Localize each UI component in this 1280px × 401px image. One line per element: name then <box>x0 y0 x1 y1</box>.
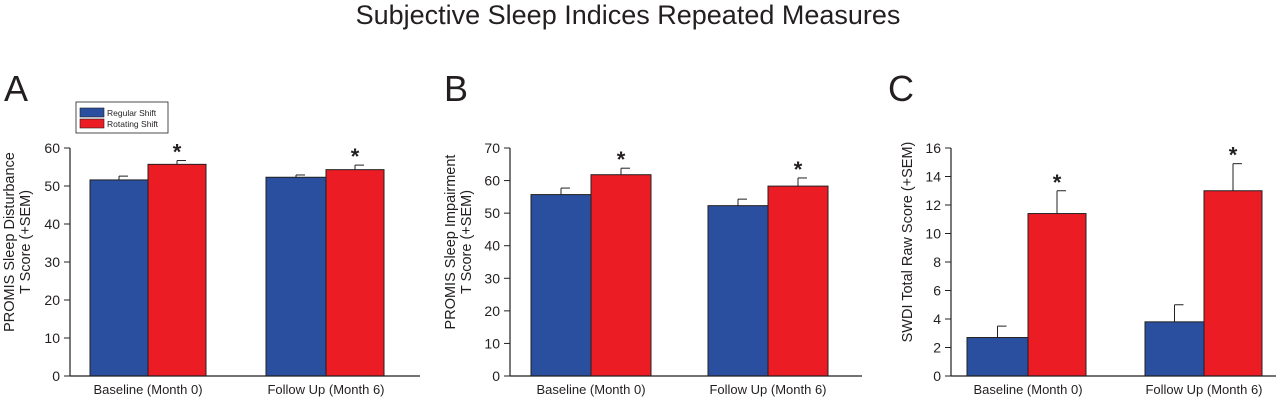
bar-regular-0 <box>530 194 592 377</box>
significance-marker-0: * <box>617 147 626 172</box>
bar-rotating-0 <box>1027 213 1087 377</box>
legend-swatch-regular <box>79 107 105 118</box>
y-axis-label-line-0: PROMIS Sleep Disturbance <box>2 152 18 332</box>
bar-regular-0 <box>89 179 149 377</box>
significance-marker-1: * <box>1229 143 1238 168</box>
y-tick-label-3: 30 <box>44 254 60 270</box>
legend-label-rotating: Rotating Shift <box>107 119 159 129</box>
bar-regular-1 <box>265 176 327 377</box>
y-tick-label-0: 0 <box>492 368 500 384</box>
y-tick-label-0: 0 <box>52 368 60 384</box>
y-tick-label-5: 50 <box>484 205 500 221</box>
y-axis-label-line-1: T Score (+SEM) <box>459 190 475 294</box>
x-tick-label-1: Follow Up (Month 6) <box>267 382 384 397</box>
x-tick-label-1: Follow Up (Month 6) <box>1145 382 1262 397</box>
y-axis-label-line-0: PROMIS Sleep Impairment <box>443 155 459 330</box>
y-tick-label-2: 4 <box>933 311 941 327</box>
y-tick-label-6: 60 <box>44 140 60 156</box>
y-tick-label-2: 20 <box>484 303 500 319</box>
y-tick-label-4: 40 <box>484 238 500 254</box>
bar-rotating-1 <box>325 169 385 377</box>
bar-rotating-0 <box>590 174 652 377</box>
panel-label-c: C <box>888 68 914 109</box>
y-tick-label-6: 60 <box>484 173 500 189</box>
x-tick-label-0: Baseline (Month 0) <box>93 382 202 397</box>
y-tick-label-0: 0 <box>933 368 941 384</box>
bar-rotating-1 <box>1203 190 1263 377</box>
figure-title: Subjective Sleep Indices Repeated Measur… <box>356 0 901 30</box>
significance-marker-0: * <box>173 140 182 165</box>
y-tick-label-5: 10 <box>925 226 941 242</box>
y-tick-label-3: 6 <box>933 283 941 299</box>
y-tick-label-1: 10 <box>44 330 60 346</box>
significance-marker-1: * <box>351 144 360 169</box>
panel-b: B * Baseline (Month 0) * Follow Up (Month 6… <box>443 68 862 397</box>
y-axis-label-line-0: SWDI Total Raw Score (+SEM) <box>900 142 916 343</box>
bar-rotating-0 <box>147 163 207 377</box>
y-tick-label-5: 50 <box>44 178 60 194</box>
significance-marker-1: * <box>794 157 803 182</box>
y-tick-label-4: 8 <box>933 254 941 270</box>
y-tick-label-1: 2 <box>933 340 941 356</box>
y-axis-label-line-1: T Score (+SEM) <box>18 190 34 294</box>
legend-label-regular: Regular Shift <box>107 108 157 118</box>
y-tick-label-2: 20 <box>44 292 60 308</box>
y-tick-label-6: 12 <box>925 197 941 213</box>
bar-regular-1 <box>1144 321 1205 377</box>
significance-marker-0: * <box>1053 170 1062 195</box>
panel-a: A Regular Shift Rotating Shift * Baseline… <box>2 68 420 397</box>
y-tick-label-3: 30 <box>484 270 500 286</box>
y-tick-label-7: 14 <box>925 169 941 185</box>
bar-regular-1 <box>707 205 769 377</box>
legend-swatch-rotating <box>79 118 105 129</box>
y-tick-label-8: 16 <box>925 140 941 156</box>
legend: Regular Shift Rotating Shift <box>75 101 169 134</box>
y-tick-label-1: 10 <box>484 335 500 351</box>
y-tick-label-7: 70 <box>484 140 500 156</box>
panel-c: C * Baseline (Month 0) * Follow Up (Month 6… <box>888 68 1276 397</box>
panel-label-a: A <box>4 68 28 109</box>
bar-regular-0 <box>966 337 1029 377</box>
x-tick-label-0: Baseline (Month 0) <box>973 382 1082 397</box>
x-tick-label-0: Baseline (Month 0) <box>536 382 645 397</box>
y-tick-label-4: 40 <box>44 216 60 232</box>
x-tick-label-1: Follow Up (Month 6) <box>709 382 826 397</box>
panel-label-b: B <box>444 68 468 109</box>
bar-rotating-1 <box>767 185 829 377</box>
